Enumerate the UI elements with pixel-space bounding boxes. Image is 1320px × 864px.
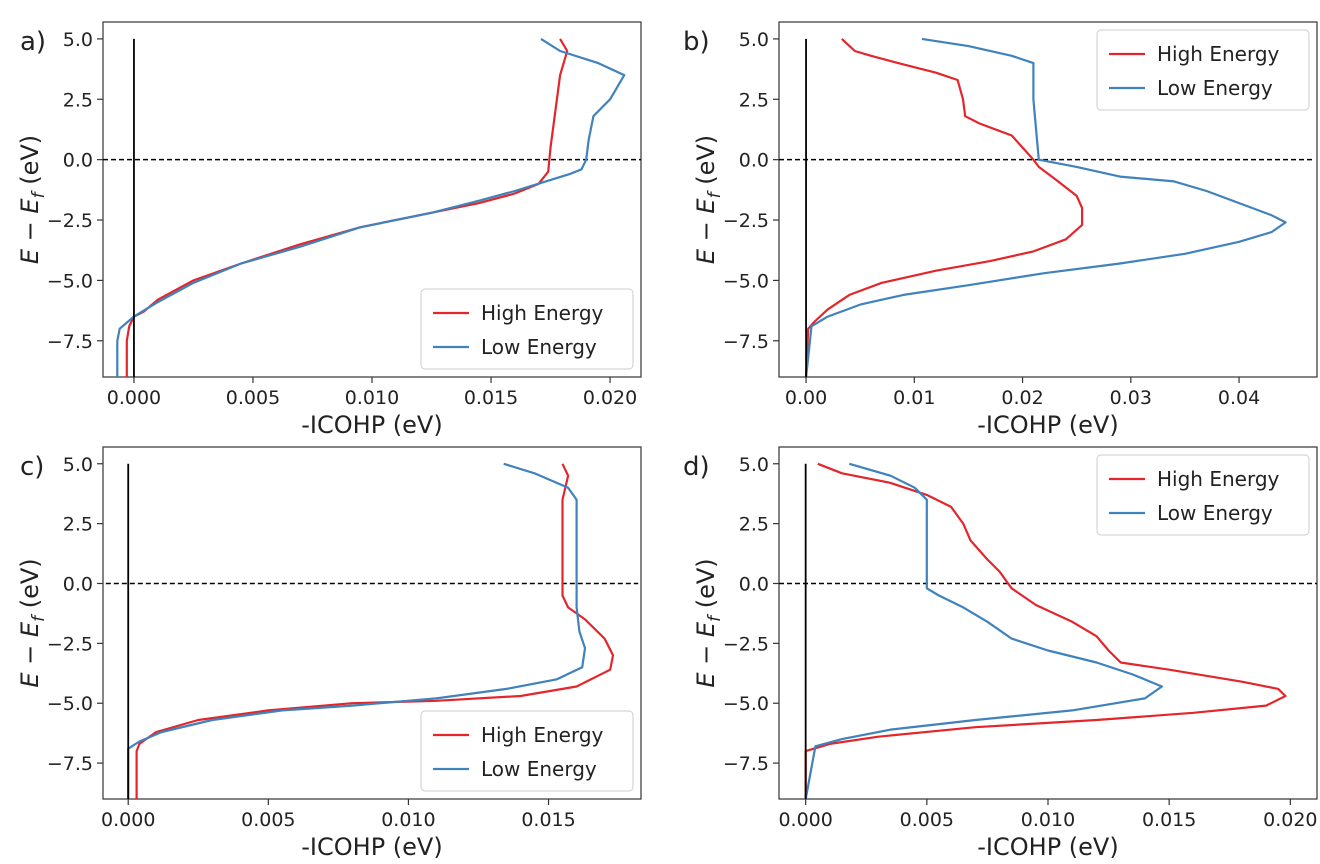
- x-tick-label: 0.02: [1001, 387, 1043, 409]
- series-line-high-energy: [135, 463, 615, 799]
- panel-label: d): [683, 452, 710, 482]
- legend-box: [420, 710, 634, 792]
- x-axis-label: -ICOHP (eV): [977, 833, 1118, 860]
- x-tick-label: 0.005: [900, 809, 954, 831]
- panel-label: c): [20, 452, 44, 482]
- x-axis-label: -ICOHP (eV): [977, 411, 1118, 439]
- x-tick-label: 0.010: [1021, 809, 1075, 831]
- legend-box: [1096, 454, 1310, 536]
- legend: High Energy Low Energy: [420, 710, 634, 792]
- y-tick-label: −2.5: [723, 633, 769, 655]
- y-tick-label: −5.0: [47, 270, 93, 292]
- series-line-low-energy: [116, 37, 626, 377]
- x-tick-label: 0.00: [785, 387, 827, 409]
- y-tick-label: −2.5: [723, 210, 769, 232]
- series-line-low-energy: [805, 37, 1287, 377]
- panel-label: a): [20, 27, 46, 57]
- x-tick-label: 0.005: [241, 809, 295, 831]
- panel-c: 0.000 0.005 0.010 0.015 5.0 2.5 0.0 −2.5 −5.0 −7.…: [16, 446, 642, 861]
- y-tick-label: −7.5: [47, 753, 93, 775]
- panel-b: 0.00 0.01 0.02 0.03 0.04 5.0 2.5 0.0 −2.5 −5.0 −7.…: [683, 21, 1318, 439]
- y-tick-label: 2.5: [63, 514, 93, 536]
- panel-label: b): [683, 27, 710, 57]
- y-axis-label: E − Ef (eV): [692, 558, 725, 687]
- y-tick-label: −5.0: [47, 693, 93, 715]
- x-tick-label: 0.000: [778, 809, 832, 831]
- x-tick-label: 0.015: [521, 809, 575, 831]
- x-tick-label: 0.015: [464, 387, 518, 409]
- x-tick-label: 0.020: [1263, 809, 1317, 831]
- axes-frame: [102, 446, 642, 800]
- x-tick-label: 0.005: [226, 387, 280, 409]
- y-tick-label: 0.0: [63, 150, 93, 172]
- legend-label: Low Energy: [481, 757, 597, 781]
- legend: High Energy Low Energy: [1096, 29, 1310, 111]
- legend-label: High Energy: [1157, 42, 1280, 66]
- y-tick-label: 5.0: [63, 29, 93, 51]
- y-tick-label: −5.0: [723, 693, 769, 715]
- series-line-low-energy: [804, 462, 1163, 799]
- legend-label: Low Energy: [1157, 501, 1273, 525]
- y-tick-label: 0.0: [63, 573, 93, 595]
- legend-label: High Energy: [1157, 467, 1280, 491]
- x-tick-label: 0.03: [1110, 387, 1152, 409]
- y-tick-label: 5.0: [739, 29, 769, 51]
- y-tick-label: 0.0: [739, 573, 769, 595]
- y-tick-label: 2.5: [739, 89, 769, 111]
- x-tick-label: 0.020: [583, 387, 637, 409]
- y-tick-label: −7.5: [47, 331, 93, 353]
- x-axis-label: -ICOHP (eV): [301, 833, 442, 860]
- y-axis-label: E − Ef (eV): [16, 558, 49, 687]
- series-line-high-energy: [804, 462, 1287, 799]
- x-tick-label: 0.000: [107, 387, 161, 409]
- y-tick-label: −2.5: [47, 633, 93, 655]
- x-tick-label: 0.010: [345, 387, 399, 409]
- series-line-low-energy: [127, 462, 587, 799]
- x-tick-label: 0.000: [101, 809, 155, 831]
- series-line-high-energy: [805, 38, 1084, 377]
- x-axis-label: -ICOHP (eV): [301, 411, 442, 439]
- y-tick-label: 5.0: [63, 454, 93, 476]
- y-tick-label: −7.5: [723, 331, 769, 353]
- y-axis-label: E − Ef (eV): [16, 135, 49, 264]
- legend-label: High Energy: [481, 301, 604, 325]
- y-tick-label: −7.5: [723, 753, 769, 775]
- x-tick-label: 0.015: [1142, 809, 1196, 831]
- y-tick-label: 2.5: [63, 89, 93, 111]
- y-tick-label: 2.5: [739, 514, 769, 536]
- axes-frame: [778, 21, 1318, 378]
- panel-a: 0.000 0.005 0.010 0.015 0.020 5.0 2.5 0.0 −2.5 −5…: [16, 21, 642, 439]
- y-tick-label: 5.0: [739, 454, 769, 476]
- y-tick-label: −5.0: [723, 270, 769, 292]
- x-tick-label: 0.010: [381, 809, 435, 831]
- y-tick-label: 0.0: [739, 150, 769, 172]
- legend-label: Low Energy: [1157, 76, 1273, 100]
- legend-label: High Energy: [481, 723, 604, 747]
- x-tick-label: 0.04: [1218, 387, 1260, 409]
- panel-d: 0.000 0.005 0.010 0.015 0.020 5.0 2.5 0.0 −2.5 −5…: [683, 446, 1318, 861]
- y-tick-label: −2.5: [47, 210, 93, 232]
- legend-box: [420, 288, 634, 370]
- legend: High Energy Low Energy: [1096, 454, 1310, 536]
- y-axis-label: E − Ef (eV): [692, 135, 725, 264]
- legend: High Energy Low Energy: [420, 288, 634, 370]
- legend-label: Low Energy: [481, 335, 597, 359]
- legend-box: [1096, 29, 1310, 111]
- x-tick-label: 0.01: [893, 387, 935, 409]
